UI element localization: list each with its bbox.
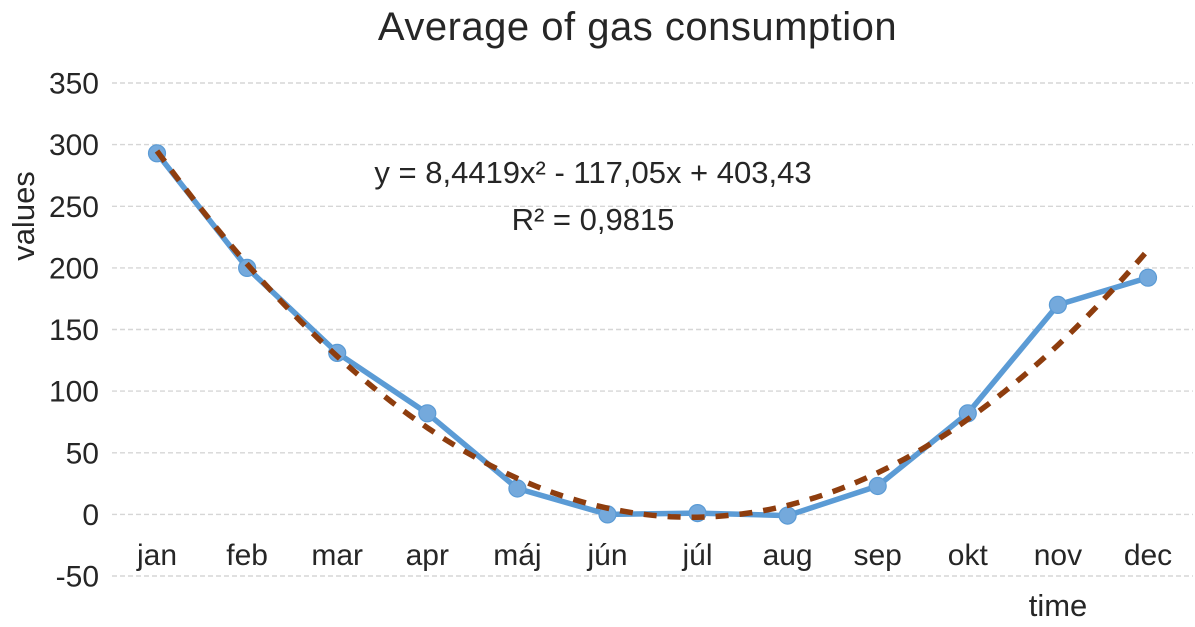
chart-title: Average of gas consumption bbox=[377, 5, 898, 49]
x-tick-label: dec bbox=[1124, 539, 1172, 572]
x-tick-label: nov bbox=[1034, 539, 1082, 572]
x-tick-label: mar bbox=[311, 539, 363, 572]
y-tick-label: 350 bbox=[49, 68, 99, 101]
y-tick-label: 100 bbox=[49, 376, 99, 409]
trendline-annotation: y = 8,4419x² - 117,05x + 403,43 R² = 0,9… bbox=[112, 149, 1074, 243]
x-tick-label: apr bbox=[406, 539, 449, 572]
r-squared-text: R² = 0,9815 bbox=[511, 202, 675, 237]
y-tick-label: 50 bbox=[66, 437, 99, 470]
x-axis-title: time bbox=[1028, 588, 1088, 623]
x-tick-label: okt bbox=[948, 539, 989, 572]
data-point-marker bbox=[1138, 268, 1158, 287]
y-tick-label: 300 bbox=[49, 129, 99, 162]
y-tick-label: -50 bbox=[56, 561, 99, 594]
x-tick-label: máj bbox=[493, 539, 541, 572]
x-tick-label: sep bbox=[854, 539, 902, 572]
x-tick-label: jan bbox=[136, 539, 177, 572]
data-point-marker bbox=[1048, 295, 1068, 314]
data-point-marker bbox=[868, 476, 887, 496]
y-tick-label: 250 bbox=[49, 191, 99, 224]
trendline bbox=[154, 149, 1151, 520]
x-tick-label: aug bbox=[763, 539, 813, 572]
trendline-equation-text: y = 8,4419x² - 117,05x + 403,43 bbox=[374, 155, 812, 190]
y-tick-label: 150 bbox=[49, 314, 99, 347]
y-tick-label: 0 bbox=[82, 499, 99, 532]
data-point-marker bbox=[778, 506, 797, 525]
y-axis-title: values bbox=[6, 171, 41, 261]
data-point-marker bbox=[508, 479, 527, 498]
x-tick-label: feb bbox=[226, 539, 268, 572]
y-tick-label: 200 bbox=[49, 252, 99, 285]
data-point-marker bbox=[418, 404, 437, 423]
x-tick-label: júl bbox=[681, 539, 712, 572]
x-tick-label: jún bbox=[586, 539, 627, 572]
